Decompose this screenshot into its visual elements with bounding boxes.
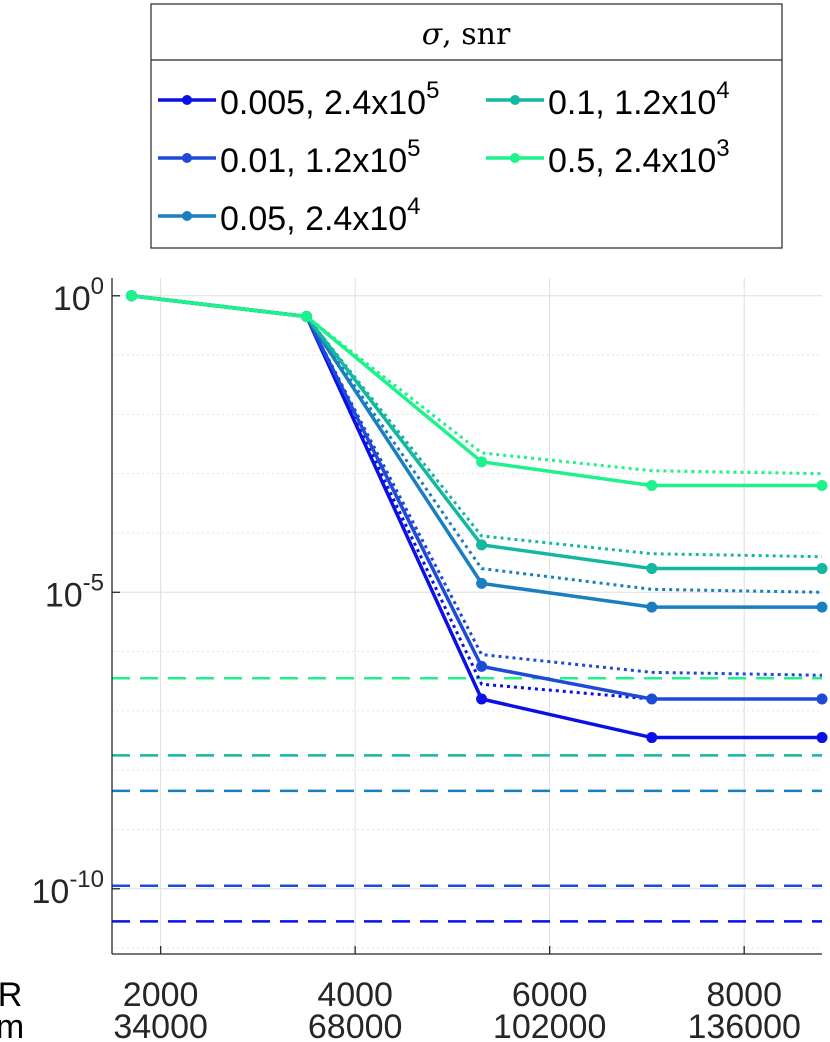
legend-label-exponent: 5 (426, 77, 439, 104)
series-line (131, 294, 822, 488)
y-tick-exponent: -10 (69, 866, 104, 893)
legend-label-main: 0.05, 2.4x10 (220, 200, 407, 238)
data-point (646, 601, 658, 613)
data-point (816, 732, 828, 744)
legend-marker (182, 95, 192, 105)
data-point (125, 290, 137, 302)
legend-label-main: 0.5, 2.4x10 (548, 142, 716, 180)
dotted-series-line (131, 294, 822, 701)
legend-label-main: 0.01, 1.2x10 (220, 142, 407, 180)
data-point (816, 563, 828, 575)
y-tick-exponent: -5 (83, 569, 104, 596)
data-point (816, 693, 828, 705)
legend-marker (182, 153, 192, 163)
data-point (476, 693, 488, 705)
dotted-series-line (131, 294, 823, 677)
series-line (131, 294, 822, 701)
y-tick-exponent: 0 (91, 273, 104, 300)
x-row-label: R (0, 976, 22, 1014)
legend-marker (510, 153, 520, 163)
legend-marker (182, 211, 192, 221)
floor-lines (112, 677, 822, 923)
data-point (301, 311, 313, 323)
x-tick-label: 6000 (512, 976, 588, 1014)
x-tick-labels: R 2000 4000 6000 8000 m 34000 68000 102000 136000 (0, 946, 801, 1042)
dotted-series-line (131, 294, 823, 559)
legend-label-exponent: 3 (716, 135, 729, 162)
data-point (476, 660, 488, 672)
legend-title: σ, snr (422, 17, 511, 52)
x-row-label: m (0, 1008, 24, 1042)
y-tick-label: 10-5 (45, 569, 104, 614)
y-tick-base: 10 (31, 873, 69, 911)
legend-label: 0.1, 1.2x104 (548, 77, 730, 122)
dotted-series (131, 294, 823, 701)
grid (112, 278, 822, 954)
legend-title-rest: , snr (442, 17, 511, 52)
data-point (476, 577, 488, 589)
dotted-series-line (131, 294, 823, 594)
legend-title-sigma: σ (422, 17, 444, 52)
data-point (646, 732, 658, 744)
solid-series (125, 290, 828, 744)
data-point (476, 539, 488, 551)
series-line (131, 294, 822, 571)
x-tick-label: 4000 (317, 976, 393, 1014)
legend-label: 0.5, 2.4x103 (548, 135, 730, 180)
data-point (816, 601, 828, 613)
legend-label: 0.05, 2.4x104 (220, 193, 421, 238)
series-line (131, 294, 822, 609)
y-tick-label: 10-10 (31, 866, 104, 911)
x-tick-label: 68000 (308, 1008, 403, 1042)
legend-label-main: 0.005, 2.4x10 (220, 84, 426, 122)
legend-box (150, 3, 783, 249)
legend-label-main: 0.1, 1.2x10 (548, 84, 716, 122)
legend-marker (510, 95, 520, 105)
dotted-series-line (131, 294, 823, 476)
data-point (646, 693, 658, 705)
y-tick-label: 100 (53, 273, 104, 318)
x-tick-label: 2000 (123, 976, 199, 1014)
legend-label: 0.005, 2.4x105 (220, 77, 439, 122)
plot-area (111, 278, 828, 955)
x-tick-label: 34000 (113, 1008, 208, 1042)
x-tick-label: 8000 (706, 976, 782, 1014)
data-point (476, 456, 488, 468)
x-tick-label: 102000 (493, 1008, 606, 1042)
y-tick-base: 10 (53, 280, 91, 318)
data-point (646, 480, 658, 492)
data-point (646, 563, 658, 575)
data-point (816, 480, 828, 492)
legend-label-exponent: 4 (716, 77, 729, 104)
y-tick-base: 10 (45, 576, 83, 614)
legend-label-exponent: 4 (407, 193, 420, 220)
legend-label: 0.01, 1.2x105 (220, 135, 421, 180)
legend-label-exponent: 5 (407, 135, 420, 162)
axes (111, 278, 822, 955)
x-tick-label: 136000 (687, 1008, 800, 1042)
